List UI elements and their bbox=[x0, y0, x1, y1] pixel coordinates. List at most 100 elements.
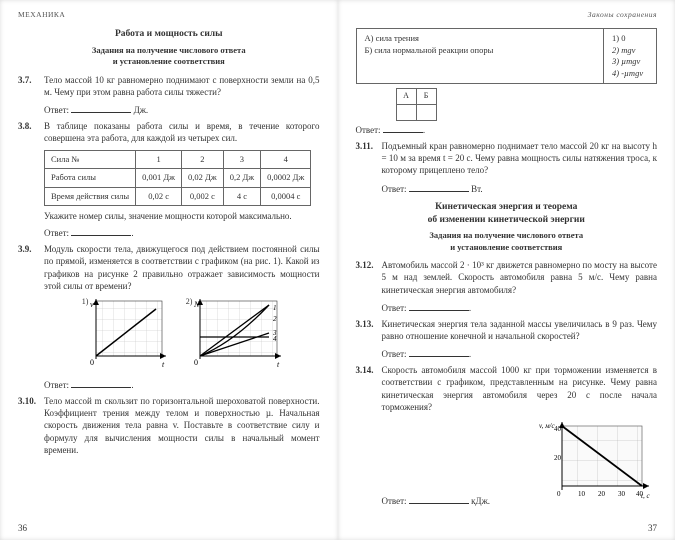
task-3-8: 3.8. В таблице показаны работа силы и вр… bbox=[18, 120, 320, 144]
figure-number: 1) bbox=[82, 297, 89, 308]
power-graph-icon: N t 0 1 2 3 4 bbox=[184, 297, 284, 372]
formula-1: 1) 0 bbox=[612, 33, 648, 44]
cell: 4 bbox=[261, 150, 311, 168]
running-head-right: Законы сохранения bbox=[356, 10, 658, 20]
task-3-10: 3.10. Тело массой m скользит по горизонт… bbox=[18, 395, 320, 456]
task-3-12: 3.12. Автомобиль массой 2 · 10³ кг движе… bbox=[356, 259, 658, 295]
figures-row: 1) v t 0 2) bbox=[44, 297, 320, 375]
cell: Работа силы bbox=[45, 169, 136, 187]
svg-text:20: 20 bbox=[554, 454, 562, 462]
grid-blank[interactable] bbox=[396, 105, 416, 121]
task-number: 3.10. bbox=[18, 395, 44, 456]
cell: 0,2 Дж bbox=[223, 169, 260, 187]
task-text: Тело массой m скользит по горизонтальной… bbox=[44, 395, 320, 456]
formula-4: 4) -µmgv bbox=[612, 68, 648, 79]
answer-label: Ответ: bbox=[382, 184, 407, 194]
answer-unit: Дж. bbox=[134, 105, 149, 115]
cell: 2 bbox=[182, 150, 224, 168]
answer-label: Ответ: bbox=[44, 228, 69, 238]
braking-chart: v, м/с t, с 40 20 0 10 20 30 40 bbox=[537, 420, 657, 505]
match-box: А) сила трения Б) сила нормальной реакци… bbox=[356, 28, 658, 84]
answer-blank[interactable] bbox=[409, 301, 469, 311]
task-3-9: 3.9. Модуль скорости тела, движущегося п… bbox=[18, 243, 320, 292]
task-number: 3.14. bbox=[356, 364, 382, 413]
task-3-7: 3.7. Тело массой 10 кг равномерно подним… bbox=[18, 74, 320, 98]
grid-cell: Б bbox=[416, 89, 436, 105]
answer-line: Ответ: кДж. bbox=[382, 494, 528, 507]
answer-line: Ответ: . bbox=[382, 301, 658, 314]
svg-text:t: t bbox=[277, 360, 280, 369]
cell: 0,0004 с bbox=[261, 187, 311, 205]
answer-unit: Вт. bbox=[471, 184, 483, 194]
task-text: Скорость автомобиля массой 1000 кг при т… bbox=[382, 364, 658, 413]
cell: 1 bbox=[136, 150, 182, 168]
answer-label: Ответ: bbox=[382, 303, 407, 313]
figure-1: 1) v t 0 bbox=[80, 297, 170, 375]
grid-cell: А bbox=[396, 89, 416, 105]
answer-blank[interactable] bbox=[71, 103, 131, 113]
answer-label: Ответ: bbox=[356, 125, 381, 135]
svg-text:t: t bbox=[162, 360, 165, 369]
answer-line: Ответ: . bbox=[44, 378, 320, 391]
task-number: 3.8. bbox=[18, 120, 44, 144]
match-left-col: А) сила трения Б) сила нормальной реакци… bbox=[357, 29, 605, 83]
answer-blank[interactable] bbox=[409, 182, 469, 192]
subsection: Задания на получение числового ответаи у… bbox=[356, 230, 658, 253]
task-3-14: 3.14. Скорость автомобиля массой 1000 кг… bbox=[356, 364, 658, 413]
svg-text:10: 10 bbox=[578, 490, 586, 498]
answer-blank[interactable] bbox=[409, 347, 469, 357]
answer-line: Ответ: Дж. bbox=[44, 103, 320, 116]
task-number: 3.9. bbox=[18, 243, 44, 292]
page-number: 37 bbox=[648, 522, 657, 534]
answer-blank[interactable] bbox=[71, 226, 131, 236]
answer-line: Ответ: . bbox=[382, 347, 658, 360]
answer-line: Ответ: . bbox=[356, 123, 658, 136]
task-text: Подъемный кран равномерно поднимает тело… bbox=[382, 140, 658, 176]
table-row: Сила № 1 2 3 4 bbox=[45, 150, 311, 168]
table-row: Работа силы 0,001 Дж 0,02 Дж 0,2 Дж 0,00… bbox=[45, 169, 311, 187]
svg-text:0: 0 bbox=[557, 490, 561, 498]
running-head-left: МЕХАНИКА bbox=[18, 10, 320, 20]
answer-blank[interactable] bbox=[383, 123, 423, 133]
cell: 0,02 с bbox=[136, 187, 182, 205]
svg-text:N: N bbox=[193, 300, 200, 309]
task-3-13: 3.13. Кинетическая энергия тела заданной… bbox=[356, 318, 658, 342]
answer-unit: кДж. bbox=[471, 496, 490, 506]
answer-blank[interactable] bbox=[409, 494, 469, 504]
svg-text:20: 20 bbox=[598, 490, 606, 498]
svg-text:4: 4 bbox=[273, 335, 277, 343]
answer-label: Ответ: bbox=[44, 380, 69, 390]
subsection: Задания на получение числового ответаи у… bbox=[18, 45, 320, 68]
forces-table: Сила № 1 2 3 4 Работа силы 0,001 Дж 0,02… bbox=[44, 150, 311, 206]
svg-text:2: 2 bbox=[273, 315, 277, 323]
task-number: 3.13. bbox=[356, 318, 382, 342]
cell: 0,001 Дж bbox=[136, 169, 182, 187]
svg-text:0: 0 bbox=[194, 358, 198, 367]
cell: 0,002 с bbox=[182, 187, 224, 205]
velocity-graph-icon: v t 0 bbox=[80, 297, 170, 372]
cell: 0,02 Дж bbox=[182, 169, 224, 187]
task-text: Модуль скорости тела, движущегося под де… bbox=[44, 243, 320, 292]
svg-text:40: 40 bbox=[636, 490, 644, 498]
page-number: 36 bbox=[18, 522, 27, 534]
task-number: 3.12. bbox=[356, 259, 382, 295]
cell: Время действия силы bbox=[45, 187, 136, 205]
svg-text:1: 1 bbox=[273, 304, 277, 312]
svg-text:40: 40 bbox=[554, 425, 562, 433]
svg-text:0: 0 bbox=[90, 358, 94, 367]
match-right-col: 1) 0 2) mgv 3) µmgv 4) -µmgv bbox=[604, 29, 656, 83]
answer-label: Ответ: bbox=[382, 496, 407, 506]
task-text: В таблице показаны работа силы и время, … bbox=[44, 120, 320, 144]
cell: Сила № bbox=[45, 150, 136, 168]
section-title: Кинетическая энергия и теоремаоб изменен… bbox=[356, 201, 658, 227]
cell: 4 с bbox=[223, 187, 260, 205]
option-a: А) сила трения bbox=[365, 33, 596, 44]
task-note: Укажите номер силы, значение мощности ко… bbox=[44, 210, 320, 222]
figure-2: 2) N t 0 1 2 3 bbox=[184, 297, 284, 375]
table-row: Время действия силы 0,02 с 0,002 с 4 с 0… bbox=[45, 187, 311, 205]
option-b: Б) сила нормальной реакции опоры bbox=[365, 45, 596, 56]
answer-blank[interactable] bbox=[71, 378, 131, 388]
figure-number: 2) bbox=[186, 297, 193, 308]
grid-blank[interactable] bbox=[416, 105, 436, 121]
svg-text:30: 30 bbox=[618, 490, 626, 498]
